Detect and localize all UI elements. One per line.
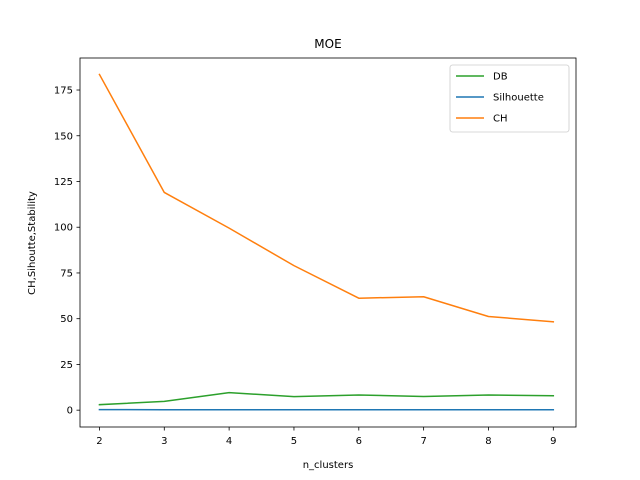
series-line-ch bbox=[98, 73, 555, 323]
y-tick-label: 75 bbox=[60, 268, 73, 279]
x-axis-ticks: 2 3 4 5 6 7 8 9 bbox=[96, 427, 556, 447]
x-axis-label: n_clusters bbox=[303, 460, 354, 471]
y-axis-label: CH,Sihoutte,Stability bbox=[27, 191, 38, 295]
chart-title: MOE bbox=[314, 37, 341, 51]
legend: DB Silhouette CH bbox=[449, 64, 570, 133]
x-tick-label: 2 bbox=[96, 436, 102, 447]
x-tick-label: 7 bbox=[420, 436, 426, 447]
x-tick-label: 9 bbox=[550, 436, 556, 447]
y-tick-label: 50 bbox=[60, 314, 73, 325]
y-tick-label: 125 bbox=[54, 177, 73, 188]
y-tick-label: 0 bbox=[67, 406, 73, 417]
legend-label-ch: CH bbox=[493, 114, 508, 125]
x-tick-label: 4 bbox=[226, 436, 232, 447]
y-tick-label: 25 bbox=[60, 360, 73, 371]
legend-box bbox=[449, 64, 570, 133]
x-tick-label: 5 bbox=[291, 436, 297, 447]
plot-area bbox=[79, 57, 577, 428]
series-lines bbox=[98, 73, 555, 411]
x-tick-label: 6 bbox=[356, 436, 362, 447]
legend-label-silhouette: Silhouette bbox=[493, 93, 544, 104]
y-tick-label: 175 bbox=[54, 86, 73, 97]
y-tick-label: 150 bbox=[54, 131, 73, 142]
x-tick-label: 3 bbox=[161, 436, 167, 447]
legend-label-db: DB bbox=[493, 72, 508, 83]
x-tick-label: 8 bbox=[485, 436, 491, 447]
plot-frame bbox=[79, 57, 577, 428]
series-line-db bbox=[98, 391, 555, 406]
y-tick-label: 100 bbox=[54, 223, 73, 234]
y-axis-ticks: 0 25 50 75 100 125 150 175 bbox=[54, 86, 80, 417]
